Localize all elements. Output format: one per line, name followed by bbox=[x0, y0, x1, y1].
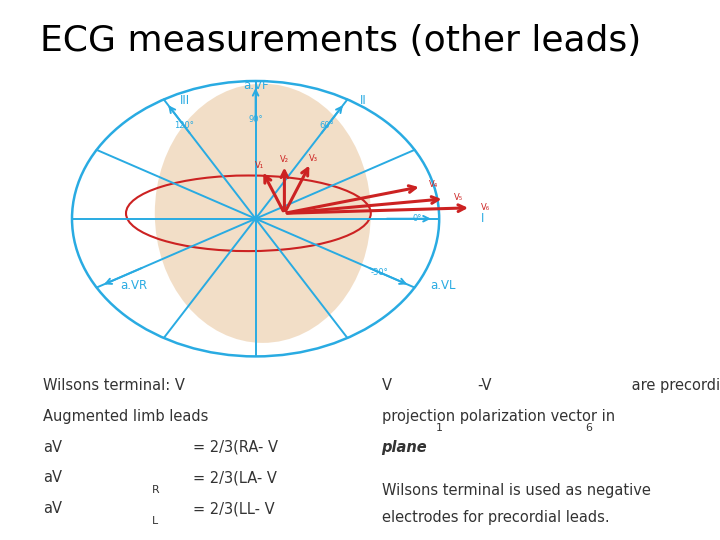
Text: I: I bbox=[481, 212, 484, 225]
Text: 120°: 120° bbox=[174, 121, 194, 130]
Text: a.VR: a.VR bbox=[120, 279, 148, 292]
Text: Augmented limb leads: Augmented limb leads bbox=[43, 409, 209, 424]
Text: 1: 1 bbox=[436, 423, 443, 434]
Text: aV: aV bbox=[43, 501, 62, 516]
Text: V₅: V₅ bbox=[454, 193, 463, 202]
Text: = 2/3(LA- V: = 2/3(LA- V bbox=[193, 470, 276, 485]
Text: -V: -V bbox=[477, 378, 491, 393]
Text: = 2/3(RA- V: = 2/3(RA- V bbox=[193, 440, 278, 455]
Text: Wilsons terminal: V: Wilsons terminal: V bbox=[43, 378, 185, 393]
Ellipse shape bbox=[155, 84, 371, 343]
Text: 6: 6 bbox=[586, 423, 593, 434]
Text: 0°: 0° bbox=[413, 214, 422, 223]
Text: plane: plane bbox=[382, 440, 427, 455]
Text: V₃: V₃ bbox=[309, 154, 318, 163]
Text: -30°: -30° bbox=[371, 268, 389, 277]
Text: 90°: 90° bbox=[248, 115, 263, 124]
Text: L: L bbox=[152, 516, 158, 526]
Text: projection polarization vector in: projection polarization vector in bbox=[382, 409, 619, 424]
Text: R: R bbox=[152, 485, 160, 495]
Text: are precordial lead which give: are precordial lead which give bbox=[626, 378, 720, 393]
Text: aV: aV bbox=[43, 440, 62, 455]
Text: ECG measurements (other leads): ECG measurements (other leads) bbox=[40, 24, 641, 58]
Text: V₄: V₄ bbox=[429, 180, 438, 188]
Text: V₁: V₁ bbox=[255, 161, 264, 170]
Text: = 2/3(LL- V: = 2/3(LL- V bbox=[193, 501, 274, 516]
Text: V: V bbox=[382, 378, 392, 393]
Text: II: II bbox=[360, 93, 367, 107]
Text: a.VF: a.VF bbox=[243, 79, 269, 92]
Text: electrodes for precordial leads.: electrodes for precordial leads. bbox=[382, 510, 609, 525]
Text: a.VL: a.VL bbox=[430, 279, 456, 292]
Text: 60°: 60° bbox=[320, 121, 335, 130]
Text: Wilsons terminal is used as negative: Wilsons terminal is used as negative bbox=[382, 483, 650, 498]
Text: V₆: V₆ bbox=[481, 203, 490, 212]
Text: aV: aV bbox=[43, 470, 62, 485]
Text: V₂: V₂ bbox=[280, 156, 289, 164]
Text: III: III bbox=[180, 93, 191, 107]
